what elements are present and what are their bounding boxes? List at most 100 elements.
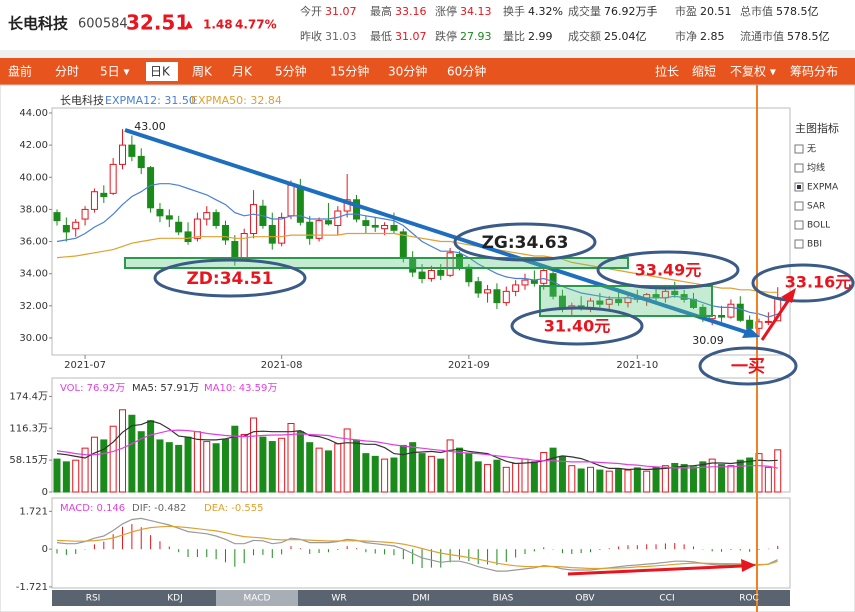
volume-bar	[156, 439, 164, 493]
candle-body	[502, 290, 510, 304]
legend-entry: MA5: 57.91万	[132, 383, 199, 394]
volume-bar	[446, 439, 454, 493]
volume-bar	[652, 466, 660, 493]
tab: RSI	[86, 594, 101, 604]
candle-body	[119, 144, 127, 165]
quote-value: 25.04亿	[604, 30, 647, 43]
toolbar-item: 月K	[232, 65, 253, 79]
volume-bar	[549, 447, 557, 493]
tab: DMI	[412, 594, 429, 604]
volume-bar	[437, 458, 445, 493]
tab: OBV	[575, 594, 595, 604]
volume-bar	[671, 463, 679, 493]
sidebar-option: EXPMA	[807, 183, 839, 193]
callout	[510, 306, 644, 346]
y-tick-label: 34.00	[19, 269, 48, 280]
candle-body	[90, 191, 98, 210]
y-tick-label: 36.00	[19, 237, 48, 248]
quote-value: 578.5亿	[776, 5, 819, 18]
candle-body	[718, 314, 726, 318]
candle-body	[100, 192, 108, 198]
candle-body	[193, 218, 201, 239]
candle-body	[446, 252, 454, 276]
trend-arrow	[742, 326, 760, 338]
volume-bar	[699, 461, 707, 493]
quote-value: 578.5亿	[787, 30, 830, 43]
candle-body	[240, 233, 248, 259]
candle-body	[81, 208, 89, 220]
x-tick-label: 2021-10	[616, 360, 658, 371]
toolbar-selected	[146, 62, 178, 81]
annotation: ZD:34.51	[186, 269, 273, 289]
volume-bar	[53, 458, 61, 493]
volume-bar	[137, 431, 145, 493]
toolbar-item: 60分钟	[447, 64, 486, 79]
annotation: 43.00	[134, 120, 166, 133]
callout	[596, 250, 740, 290]
quote-label: 市盈	[675, 4, 697, 18]
candle-body	[764, 320, 772, 323]
quote-label: 今开	[300, 4, 322, 18]
candle-body	[212, 212, 220, 226]
candle-body	[615, 298, 623, 304]
quote-value: 20.51	[700, 5, 732, 18]
volume-bar	[615, 468, 623, 493]
candle-body	[727, 303, 735, 318]
volume-bar	[119, 409, 127, 493]
series-line	[56, 517, 778, 572]
candle-body	[493, 289, 501, 304]
y-tick-label: 116.3万	[9, 423, 48, 434]
sidebar-option: 无	[807, 144, 816, 155]
quote-label: 市净	[675, 29, 697, 43]
toolbar-item: 不复权 ▾	[730, 65, 776, 79]
quote-value: 2.99	[528, 30, 553, 43]
volume-bar	[193, 431, 201, 493]
candle-body	[474, 281, 482, 294]
volume-bar	[184, 436, 192, 493]
checkbox	[794, 239, 804, 249]
quote-value: 31.03	[325, 30, 357, 43]
y-tick-label: 40.00	[19, 172, 48, 183]
volume-bar	[689, 466, 697, 493]
series-line	[56, 232, 778, 293]
chart-area	[0, 84, 855, 612]
volume-bar	[343, 428, 351, 493]
annotation: 一买	[731, 357, 765, 377]
y-tick-label: 42.00	[19, 140, 48, 151]
annotation: 33.16元	[785, 273, 852, 292]
volume-bar	[296, 431, 304, 493]
volume-bar	[708, 458, 716, 493]
quote-value: 27.93	[460, 30, 492, 43]
volume-bar	[746, 457, 754, 493]
macd-frame	[51, 497, 791, 589]
volume-bar	[221, 438, 229, 493]
checkbox	[794, 201, 804, 211]
candle-body	[231, 241, 239, 260]
volume-bar	[203, 441, 211, 493]
volume-bar	[259, 436, 267, 493]
candle-body	[165, 215, 173, 220]
candle-body	[736, 303, 744, 321]
callout	[698, 346, 798, 386]
volume-bar	[287, 422, 295, 493]
quote-label: 成交额	[568, 29, 601, 43]
zone-box	[124, 257, 629, 269]
toolbar-item: 拉长	[655, 64, 679, 79]
quote-label: 成交量	[568, 4, 601, 18]
volume-bar	[306, 442, 314, 493]
volume-bar	[72, 459, 80, 493]
volume-bar	[661, 465, 669, 493]
volume-bar	[427, 455, 435, 493]
candle-body	[605, 298, 613, 305]
volume-bar	[315, 447, 323, 493]
candle-body	[521, 279, 529, 286]
toolbar-item: 盘前	[8, 64, 32, 79]
legend-entry: EXPMA12: 31.50	[105, 94, 196, 107]
toolbar-item: 日K	[150, 65, 171, 79]
volume-bar	[484, 464, 492, 493]
quote-label: 最低	[370, 30, 392, 43]
volume-bar	[587, 466, 595, 493]
volume-bar	[240, 433, 248, 493]
quote-value: 76.92万手	[604, 4, 658, 18]
volume-bar	[212, 443, 220, 493]
